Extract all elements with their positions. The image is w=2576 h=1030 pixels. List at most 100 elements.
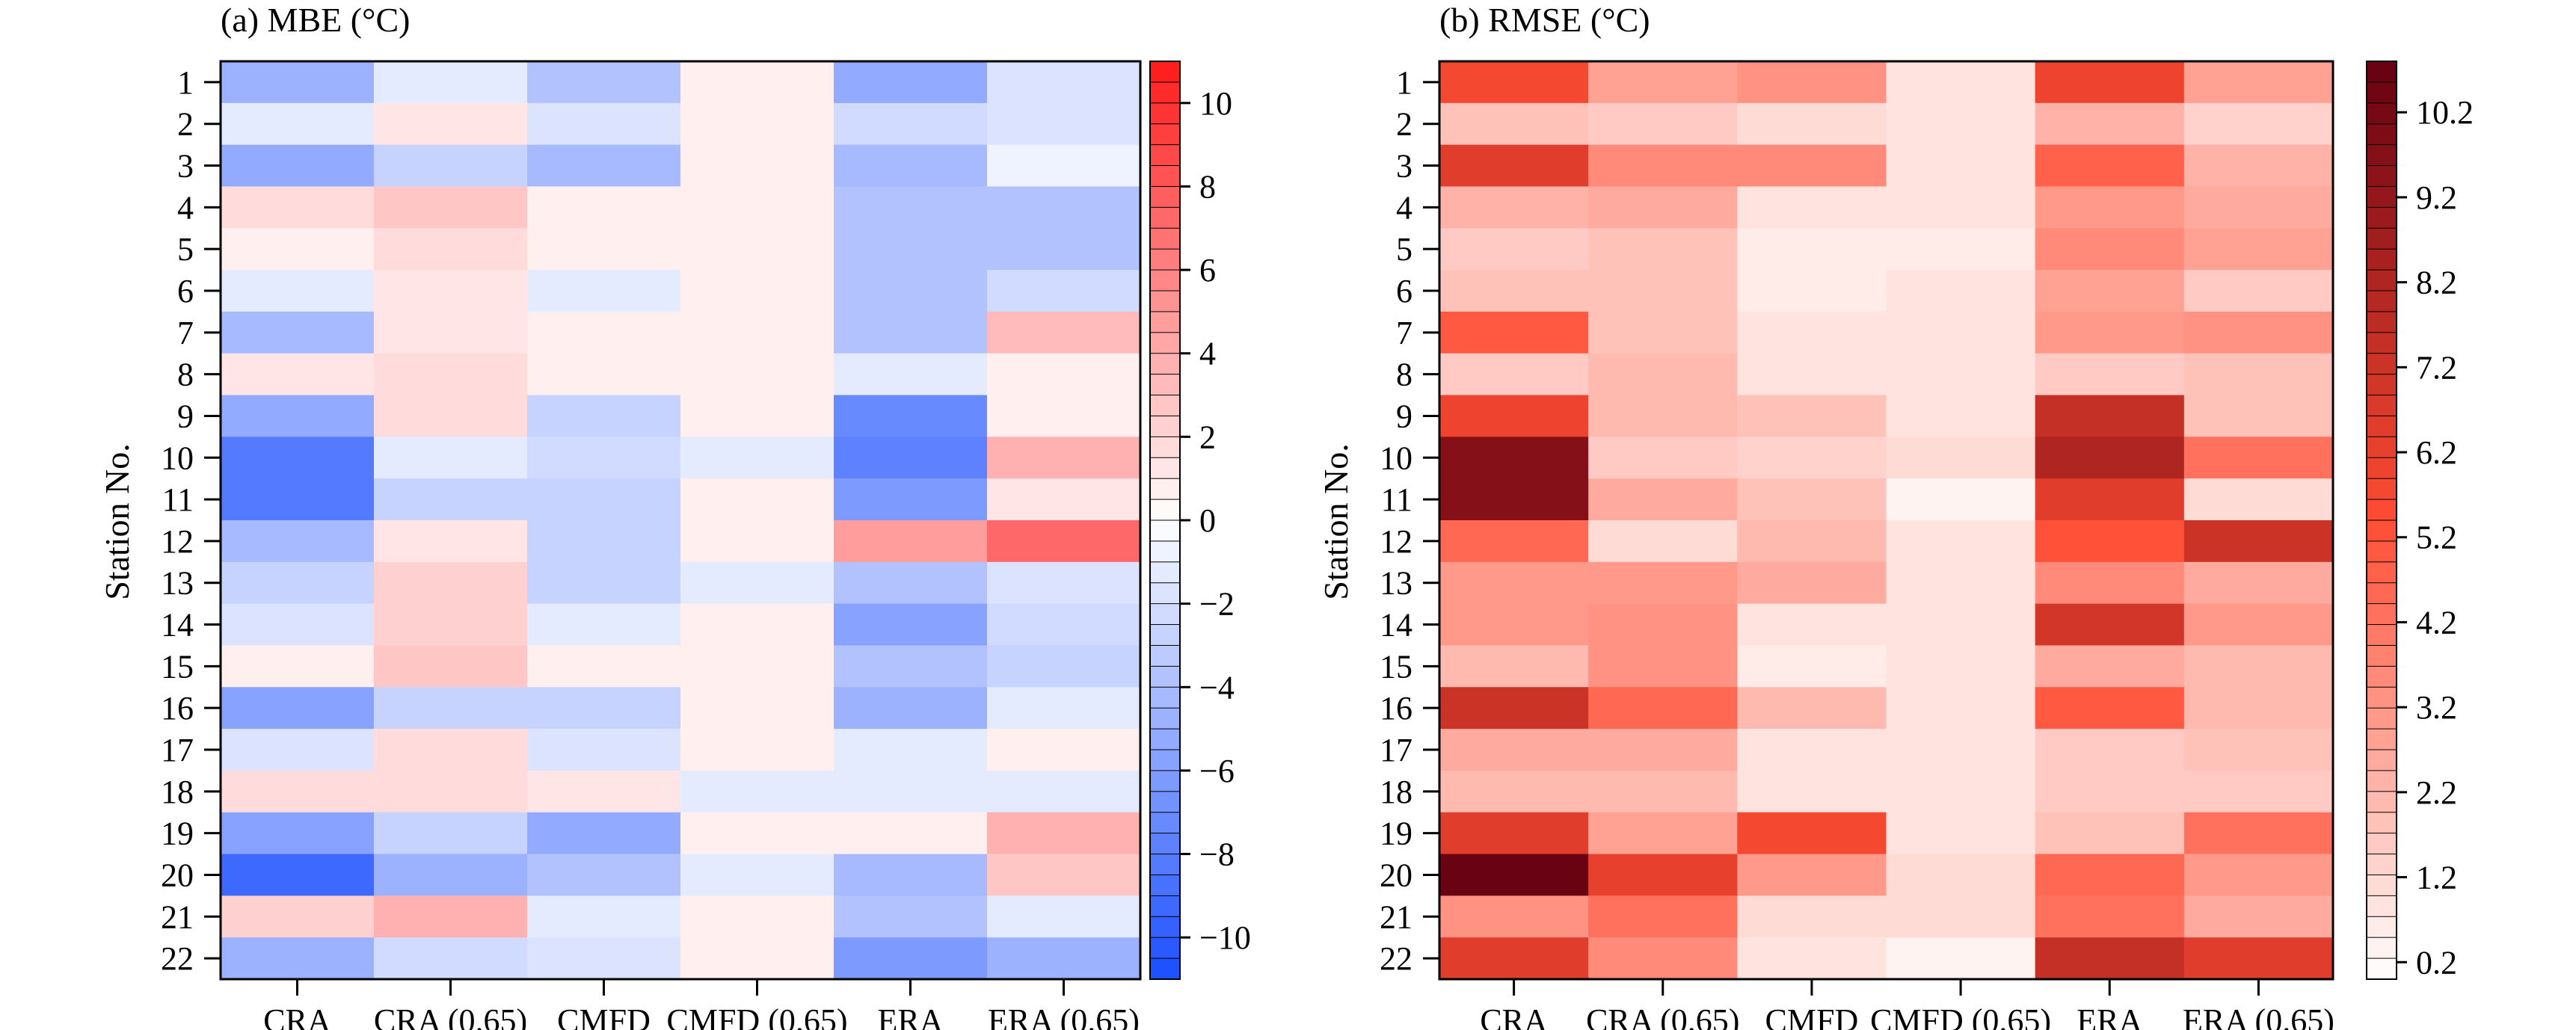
colorbar-swatch (2366, 749, 2397, 771)
y-tick-label: 10 (1380, 440, 1413, 476)
colorbar: 10.2 9.2 8.2 7.2 6.2 5.2 4.2 3.2 2.2 1.2 0.2 (2366, 61, 2474, 981)
y-tick-label: 16 (1380, 690, 1413, 727)
colorbar-swatch (2366, 290, 2397, 312)
heatmap-cell (2183, 395, 2334, 437)
heatmap-cell (1886, 61, 2036, 104)
y-tick-label: 7 (1396, 315, 1413, 351)
x-ticks: CRA CRA (0.65) CMFD CMFD (0.65) ERA ERA (0.65… (263, 979, 1140, 1030)
x-tick-label: CMFD (1765, 1002, 1859, 1030)
heatmap-cell (527, 437, 681, 479)
y-axis-label: Station No. (98, 443, 136, 600)
heatmap-cell (2183, 561, 2334, 605)
heatmap-cell (987, 395, 1141, 437)
heatmap-cell (1588, 395, 1738, 437)
heatmap-cell (1439, 102, 1589, 146)
heatmap-cell (221, 395, 375, 437)
heatmap-cell (1886, 353, 2036, 396)
heatmap-cell (834, 561, 988, 605)
colorbar-swatch (2366, 665, 2397, 688)
heatmap-cell (1439, 437, 1589, 479)
heatmap-cell (680, 854, 834, 896)
colorbar-swatch (1149, 436, 1181, 459)
y-tick-label: 3 (177, 148, 194, 185)
y-tick-label: 9 (1396, 398, 1413, 434)
heatmap-cell (1439, 645, 1589, 688)
heatmap-cell (1439, 770, 1589, 813)
heatmap-cell (680, 270, 834, 312)
x-tick-label: CRA (0.65) (1586, 1002, 1739, 1030)
heatmap-cell (374, 186, 528, 229)
colorbar-swatch (1149, 102, 1181, 125)
heatmap-cell (2035, 812, 2185, 855)
heatmap-cell (834, 770, 988, 813)
y-tick-label: 20 (161, 857, 194, 893)
heatmap-cell (374, 645, 528, 688)
heatmap-cell (834, 603, 988, 647)
y-tick-label: 21 (1380, 898, 1413, 935)
colorbar-swatch (2366, 269, 2397, 292)
y-axis-label: Station No. (1317, 443, 1355, 600)
heatmap-cell (2183, 102, 2334, 146)
heatmap-cell (1588, 687, 1738, 730)
colorbar-tick-label: −4 (1199, 669, 1235, 706)
heatmap-cell (1737, 937, 1887, 980)
heatmap-cell (987, 186, 1141, 229)
heatmap-cell (987, 228, 1141, 271)
heatmap-cell (221, 937, 375, 980)
colorbar-swatch (1149, 916, 1181, 939)
heatmap-cell (374, 812, 528, 855)
y-tick-label: 15 (161, 648, 194, 685)
x-tick-label: CMFD (557, 1002, 651, 1030)
colorbar-swatch (2366, 770, 2397, 792)
y-tick-label: 6 (1396, 273, 1413, 309)
y-tick-label: 18 (1380, 774, 1413, 810)
y-tick-label: 2 (1396, 106, 1413, 143)
colorbar: 10 8 6 4 2 0 −2 −4 −6 −8 −10 (1149, 61, 1251, 981)
heatmap-cell (1737, 353, 1887, 396)
heatmap-cell (1439, 478, 1589, 521)
colorbar-swatch (2366, 102, 2397, 125)
heatmap-cell (1737, 144, 1887, 188)
heatmap-cell (374, 520, 528, 563)
heatmap-cell (680, 395, 834, 437)
y-tick-label: 3 (1396, 148, 1413, 185)
heatmap-cell (221, 311, 375, 354)
colorbar-swatch (2366, 457, 2397, 480)
heatmap-cell (834, 186, 988, 229)
heatmap-cell (2035, 770, 2185, 813)
heatmap-cell (527, 603, 681, 647)
heatmap-cell (527, 770, 681, 813)
heatmap-cell (221, 729, 375, 771)
colorbar-tick-label: −10 (1199, 919, 1251, 956)
heatmap-cell (1886, 437, 2036, 479)
colorbar-swatch (2366, 540, 2397, 563)
heatmap-cell (987, 311, 1141, 354)
heatmap-cell (374, 687, 528, 730)
colorbar-swatch (2366, 707, 2397, 730)
colorbar-swatch (1149, 415, 1181, 438)
x-tick-label: ERA (0.65) (2183, 1002, 2334, 1030)
heatmap-cell (221, 270, 375, 312)
heatmap-cell (1737, 228, 1887, 271)
heatmap-cell (2035, 478, 2185, 521)
y-tick-label: 12 (161, 523, 194, 560)
colorbar-swatch (2366, 561, 2397, 584)
heatmap-cell (1886, 854, 2036, 896)
heatmap-cell (2183, 729, 2334, 771)
heatmap-cell (987, 437, 1141, 479)
colorbar-swatch (1149, 644, 1181, 667)
heatmap-cell (1588, 603, 1738, 647)
heatmap-cell (2183, 895, 2334, 938)
heatmap-cell (680, 478, 834, 521)
heatmap-cell (680, 812, 834, 855)
heatmap-cell (987, 270, 1141, 312)
heatmap-cell (680, 645, 834, 688)
colorbar-swatch (1149, 353, 1181, 375)
heatmap-cell (1588, 102, 1738, 146)
heatmap-cell (221, 61, 375, 104)
colorbar-swatch (1149, 937, 1181, 960)
heatmap-cell (2035, 687, 2185, 730)
y-tick-label: 8 (1396, 357, 1413, 393)
heatmap-cell (2183, 311, 2334, 354)
heatmap-cell (221, 186, 375, 229)
